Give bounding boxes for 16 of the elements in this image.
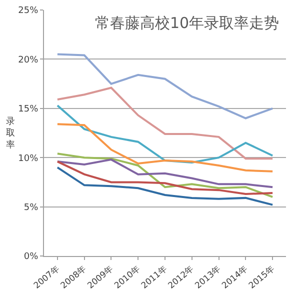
line-series bbox=[56, 123, 274, 172]
line-series bbox=[56, 166, 274, 206]
chart-title: 常春藤高校10年录取率走势 bbox=[95, 14, 280, 32]
line-series bbox=[56, 158, 274, 188]
line-series bbox=[56, 86, 274, 160]
y-tick-label: 5% bbox=[24, 202, 39, 213]
y-tick-label: 15% bbox=[18, 104, 39, 115]
line-series bbox=[56, 152, 274, 198]
y-tick-label: 0% bbox=[24, 252, 39, 262]
y-tick-label: 20% bbox=[18, 55, 39, 66]
y-axis-title: 录取率 bbox=[6, 116, 15, 150]
y-tick-label: 25% bbox=[18, 6, 39, 16]
y-tick-label: 10% bbox=[18, 154, 39, 164]
line-series bbox=[56, 53, 274, 120]
line-series bbox=[56, 104, 274, 164]
line-series bbox=[56, 160, 274, 196]
